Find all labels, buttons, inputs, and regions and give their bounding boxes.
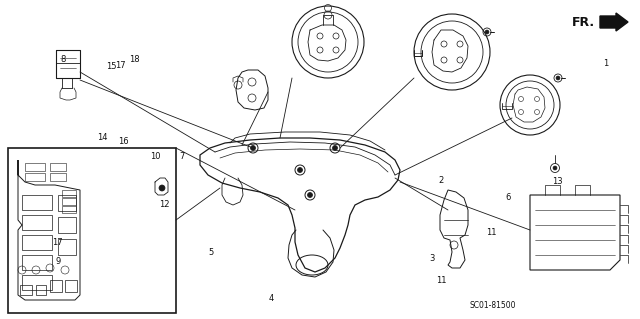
Bar	[22, 275, 52, 290]
Text: 2: 2	[438, 176, 444, 185]
Text: 11: 11	[486, 228, 497, 237]
Text: 1: 1	[603, 59, 608, 68]
Circle shape	[485, 30, 489, 34]
Circle shape	[333, 145, 337, 151]
Text: 17: 17	[115, 61, 126, 70]
Bar	[22, 215, 52, 230]
Bar	[58, 217, 76, 233]
Text: 13: 13	[552, 177, 563, 186]
Circle shape	[298, 167, 303, 173]
Bar	[8, 148, 176, 313]
FancyArrow shape	[600, 13, 628, 31]
Circle shape	[307, 192, 312, 197]
Bar	[62, 198, 76, 205]
Bar	[50, 280, 62, 292]
Text: 4: 4	[269, 294, 274, 303]
Bar	[62, 206, 76, 213]
Text: 15: 15	[106, 63, 116, 71]
Bar	[62, 190, 76, 197]
Text: SC01-81500: SC01-81500	[470, 300, 516, 309]
Bar	[50, 163, 66, 171]
Bar	[22, 235, 52, 250]
Circle shape	[556, 76, 560, 80]
Text: 3: 3	[429, 254, 434, 263]
Bar	[22, 255, 52, 270]
Text: 14: 14	[97, 133, 108, 142]
Bar	[22, 195, 52, 210]
Circle shape	[553, 166, 557, 170]
Bar	[58, 239, 76, 255]
Bar	[20, 285, 32, 295]
Circle shape	[159, 185, 165, 191]
Text: 16: 16	[118, 137, 129, 146]
Bar	[58, 195, 76, 211]
Bar	[50, 173, 66, 181]
Text: 5: 5	[208, 248, 213, 256]
Circle shape	[250, 145, 255, 151]
Text: 18: 18	[129, 56, 140, 64]
Text: 11: 11	[436, 276, 447, 285]
Text: 12: 12	[159, 200, 169, 209]
Bar	[36, 285, 46, 295]
Bar	[25, 173, 45, 181]
Bar	[65, 280, 77, 292]
Text: 7: 7	[179, 152, 184, 161]
Text: FR.: FR.	[572, 16, 595, 28]
Text: 8: 8	[61, 55, 66, 63]
Text: 6: 6	[506, 193, 511, 202]
Text: 10: 10	[150, 152, 161, 161]
Bar	[25, 163, 45, 171]
Text: 9: 9	[56, 257, 61, 266]
Text: 17: 17	[52, 238, 63, 247]
